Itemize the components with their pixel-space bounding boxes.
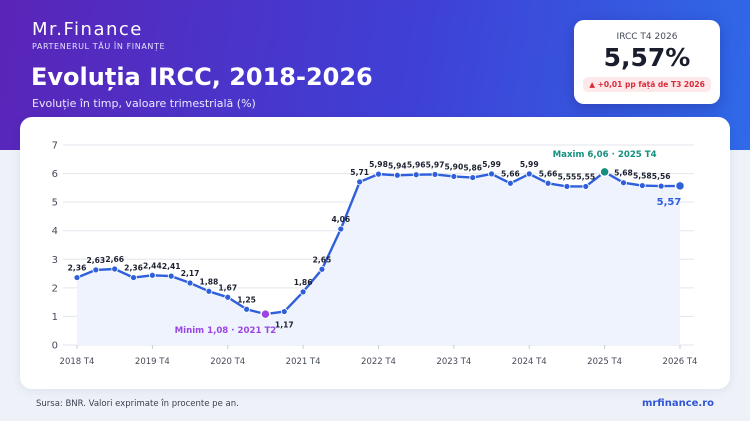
- data-point: [469, 174, 477, 181]
- x-tick-label: 2025 T4: [587, 357, 622, 367]
- data-label: 1,86: [294, 278, 313, 287]
- y-tick-label: 6: [52, 169, 58, 180]
- x-tick-label: 2021 T4: [286, 357, 321, 367]
- min-marker: [260, 308, 271, 320]
- data-point: [337, 225, 345, 233]
- data-label: 5,94: [388, 161, 407, 170]
- data-point: [92, 266, 100, 274]
- data-label: 5,96: [407, 161, 426, 170]
- data-point: [111, 265, 119, 273]
- data-label: 2,66: [105, 255, 124, 264]
- page-subtitle: Evoluție în timp, valoare trimestrială (…: [32, 97, 256, 110]
- data-point: [488, 170, 495, 178]
- data-point: [450, 173, 458, 180]
- data-label: 5,98: [369, 160, 388, 169]
- data-label: 5,71: [350, 168, 369, 177]
- data-label: 5,58: [633, 172, 652, 181]
- data-label: 5,86: [463, 164, 482, 173]
- data-label: 2,44: [143, 261, 162, 270]
- kpi-value: 5,57%: [603, 43, 691, 72]
- y-tick-label: 7: [52, 141, 58, 152]
- x-tick-label: 2026 T4: [663, 357, 698, 367]
- data-label: 4,06: [331, 215, 350, 224]
- data-point: [525, 170, 533, 178]
- source-note: Sursa: BNR. Valori exprimate în procente…: [36, 399, 239, 409]
- data-point: [393, 171, 401, 179]
- data-label: 5,56: [652, 172, 671, 181]
- x-tick-label: 2020 T4: [210, 357, 245, 367]
- y-tick-label: 3: [52, 255, 58, 266]
- data-label: 5,57: [657, 197, 682, 208]
- y-tick-label: 5: [52, 198, 58, 209]
- data-label: 2,65: [313, 255, 332, 264]
- data-point: [507, 179, 514, 187]
- x-tick-label: 2018 T4: [60, 357, 95, 367]
- data-label: 1,88: [200, 277, 219, 286]
- data-label: 2,41: [162, 262, 181, 271]
- data-label: 5,66: [501, 169, 520, 178]
- y-tick-label: 2: [52, 283, 58, 294]
- data-label: 1,67: [218, 283, 237, 292]
- data-point: [657, 182, 665, 190]
- data-point: [356, 178, 364, 186]
- page-title: Evoluția IRCC, 2018-2026: [31, 63, 373, 91]
- data-label: 2,36: [68, 264, 87, 273]
- x-tick-label: 2022 T4: [361, 357, 396, 367]
- x-tick-label: 2019 T4: [135, 357, 170, 367]
- data-point: [186, 279, 194, 287]
- series-area: [77, 171, 680, 345]
- data-point: [167, 272, 175, 280]
- y-tick-label: 4: [52, 226, 58, 237]
- brand-logo[interactable]: Mr.Finance: [32, 19, 143, 40]
- data-label: 5,97: [426, 160, 445, 169]
- data-point: [544, 179, 552, 187]
- data-point: [431, 171, 439, 178]
- data-label: 5,55: [576, 172, 595, 181]
- min-annotation: Minim 1,08 · 2021 T2: [175, 326, 277, 336]
- data-label: 5,68: [614, 169, 633, 178]
- max-marker: [599, 166, 610, 178]
- data-point: [318, 265, 326, 273]
- y-tick-label: 0: [52, 341, 58, 352]
- x-tick-label: 2023 T4: [436, 357, 471, 367]
- data-point: [243, 305, 250, 313]
- site-link[interactable]: mrfinance.ro: [641, 398, 714, 409]
- data-point: [412, 171, 420, 179]
- data-label: 5,55: [558, 172, 577, 181]
- data-label: 1,25: [237, 295, 256, 304]
- data-label: 5,99: [482, 160, 501, 169]
- data-label: 2,17: [181, 269, 200, 278]
- last-point-marker: [674, 180, 686, 192]
- data-label: 2,36: [124, 264, 143, 273]
- data-point: [638, 182, 646, 189]
- y-tick-label: 1: [52, 312, 58, 323]
- data-point: [563, 183, 571, 190]
- data-label: 2,63: [86, 256, 105, 265]
- data-point: [620, 179, 627, 187]
- data-point: [73, 274, 81, 281]
- data-point: [299, 288, 307, 296]
- data-label: 5,66: [539, 169, 558, 178]
- data-point: [224, 293, 232, 301]
- data-point: [582, 183, 590, 190]
- data-label: 1,17: [275, 321, 294, 330]
- kpi-change-badge: ▲ +0,01 pp față de T3 2026: [583, 77, 711, 92]
- max-annotation: Maxim 6,06 · 2025 T4: [553, 150, 657, 160]
- data-point: [130, 274, 137, 281]
- data-point: [148, 271, 156, 279]
- x-tick-label: 2024 T4: [512, 357, 547, 367]
- data-point: [280, 308, 288, 315]
- kpi-card: IRCC T4 2026 5,57% ▲ +0,01 pp față de T3…: [574, 20, 720, 104]
- brand-tagline: PARTENERUL TĂU ÎN FINANȚE: [32, 42, 166, 51]
- data-label: 5,99: [520, 160, 539, 169]
- kpi-label: IRCC T4 2026: [616, 32, 678, 42]
- data-point: [375, 170, 382, 178]
- data-point: [205, 287, 213, 295]
- data-label: 5,90: [445, 162, 464, 171]
